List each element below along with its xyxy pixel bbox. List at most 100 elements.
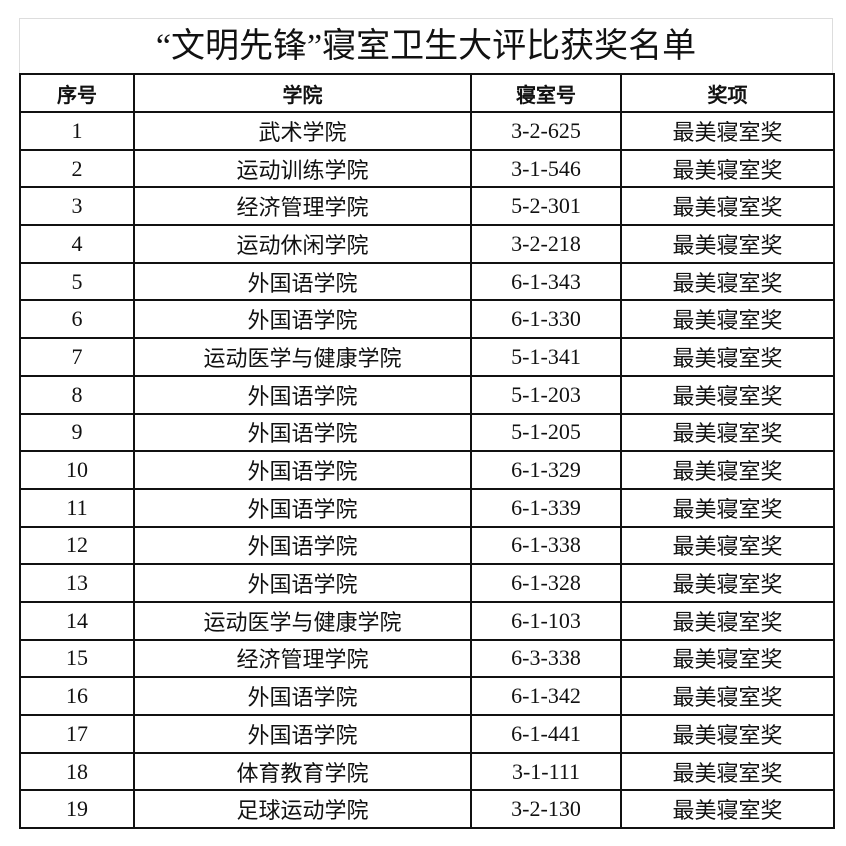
cell-index: 16: [19, 676, 135, 716]
cell-college: 外国语学院: [133, 261, 472, 302]
cell-index: 8: [19, 374, 135, 415]
cell-award: 最美寝室奖: [620, 261, 835, 302]
cell-index: 15: [19, 638, 135, 679]
header-index: 序号: [19, 73, 135, 113]
table-header-row: 序号 学院 寝室号 奖项: [19, 73, 835, 113]
header-college: 学院: [133, 73, 472, 113]
cell-index: 1: [19, 111, 135, 151]
cell-award: 最美寝室奖: [620, 374, 835, 415]
cell-index: 2: [19, 148, 135, 189]
table-row: 11 外国语学院 6-1-339 最美寝室奖: [19, 487, 835, 528]
table-row: 17 外国语学院 6-1-441 最美寝室奖: [19, 714, 835, 754]
cell-dorm: 6-1-339: [470, 487, 622, 528]
cell-index: 14: [19, 600, 135, 641]
cell-college: 外国语学院: [133, 487, 472, 528]
table-row: 16 外国语学院 6-1-342 最美寝室奖: [19, 676, 835, 716]
cell-index: 19: [19, 789, 135, 830]
cell-index: 10: [19, 450, 135, 490]
cell-dorm: 3-2-218: [470, 224, 622, 264]
cell-index: 17: [19, 714, 135, 754]
cell-college: 经济管理学院: [133, 186, 472, 227]
cell-dorm: 6-1-328: [470, 563, 622, 603]
cell-college: 武术学院: [133, 111, 472, 151]
cell-index: 3: [19, 186, 135, 227]
cell-dorm: 6-3-338: [470, 638, 622, 679]
cell-award: 最美寝室奖: [620, 676, 835, 716]
table-row: 2 运动训练学院 3-1-546 最美寝室奖: [19, 148, 835, 189]
cell-dorm: 6-1-338: [470, 525, 622, 566]
cell-index: 18: [19, 751, 135, 792]
table-row: 10 外国语学院 6-1-329 最美寝室奖: [19, 450, 835, 490]
table-row: 8 外国语学院 5-1-203 最美寝室奖: [19, 374, 835, 415]
cell-college: 外国语学院: [133, 525, 472, 566]
cell-dorm: 3-2-130: [470, 789, 622, 830]
cell-index: 11: [19, 487, 135, 528]
cell-index: 13: [19, 563, 135, 603]
table-row: 14 运动医学与健康学院 6-1-103 最美寝室奖: [19, 600, 835, 641]
cell-dorm: 6-1-342: [470, 676, 622, 716]
table-row: 19 足球运动学院 3-2-130 最美寝室奖: [19, 789, 835, 830]
cell-award: 最美寝室奖: [620, 751, 835, 792]
cell-college: 外国语学院: [133, 412, 472, 453]
cell-dorm: 6-1-343: [470, 261, 622, 302]
cell-college: 外国语学院: [133, 450, 472, 490]
cell-dorm: 5-1-203: [470, 374, 622, 415]
cell-college: 运动训练学院: [133, 148, 472, 189]
page-title: “文明先锋”寝室卫生大评比获奖名单: [19, 18, 833, 73]
cell-index: 7: [19, 337, 135, 377]
table-row: 5 外国语学院 6-1-343 最美寝室奖: [19, 261, 835, 302]
table-row: 3 经济管理学院 5-2-301 最美寝室奖: [19, 186, 835, 227]
cell-college: 运动休闲学院: [133, 224, 472, 264]
cell-college: 体育教育学院: [133, 751, 472, 792]
cell-award: 最美寝室奖: [620, 789, 835, 830]
cell-index: 4: [19, 224, 135, 264]
header-dorm: 寝室号: [470, 73, 622, 113]
cell-college: 外国语学院: [133, 676, 472, 716]
cell-index: 12: [19, 525, 135, 566]
cell-college: 外国语学院: [133, 563, 472, 603]
cell-dorm: 3-1-111: [470, 751, 622, 792]
cell-index: 6: [19, 299, 135, 340]
cell-dorm: 6-1-441: [470, 714, 622, 754]
cell-award: 最美寝室奖: [620, 337, 835, 377]
cell-award: 最美寝室奖: [620, 600, 835, 641]
table-row: 1 武术学院 3-2-625 最美寝室奖: [19, 111, 835, 151]
cell-college: 足球运动学院: [133, 789, 472, 830]
cell-dorm: 5-1-205: [470, 412, 622, 453]
cell-college: 经济管理学院: [133, 638, 472, 679]
cell-award: 最美寝室奖: [620, 563, 835, 603]
table-row: 4 运动休闲学院 3-2-218 最美寝室奖: [19, 224, 835, 264]
header-award: 奖项: [620, 73, 835, 113]
cell-award: 最美寝室奖: [620, 111, 835, 151]
cell-award: 最美寝室奖: [620, 487, 835, 528]
cell-award: 最美寝室奖: [620, 412, 835, 453]
table-row: 18 体育教育学院 3-1-111 最美寝室奖: [19, 751, 835, 792]
cell-college: 外国语学院: [133, 374, 472, 415]
table-row: 13 外国语学院 6-1-328 最美寝室奖: [19, 563, 835, 603]
award-table: 序号 学院 寝室号 奖项 1 武术学院 3-2-625 最美寝室奖 2 运动训练学院 3-1…: [19, 73, 835, 830]
cell-dorm: 6-1-103: [470, 600, 622, 641]
cell-award: 最美寝室奖: [620, 148, 835, 189]
cell-award: 最美寝室奖: [620, 224, 835, 264]
cell-award: 最美寝室奖: [620, 714, 835, 754]
cell-award: 最美寝室奖: [620, 186, 835, 227]
cell-college: 外国语学院: [133, 714, 472, 754]
table-row: 15 经济管理学院 6-3-338 最美寝室奖: [19, 638, 835, 679]
award-list-sheet: “文明先锋”寝室卫生大评比获奖名单 序号 学院 寝室号 奖项 1 武术学院 3-2-…: [19, 18, 835, 830]
cell-dorm: 5-2-301: [470, 186, 622, 227]
cell-award: 最美寝室奖: [620, 299, 835, 340]
cell-index: 5: [19, 261, 135, 302]
cell-college: 外国语学院: [133, 299, 472, 340]
cell-dorm: 3-2-625: [470, 111, 622, 151]
table-row: 6 外国语学院 6-1-330 最美寝室奖: [19, 299, 835, 340]
cell-index: 9: [19, 412, 135, 453]
table-row: 9 外国语学院 5-1-205 最美寝室奖: [19, 412, 835, 453]
table-row: 7 运动医学与健康学院 5-1-341 最美寝室奖: [19, 337, 835, 377]
cell-college: 运动医学与健康学院: [133, 337, 472, 377]
cell-dorm: 6-1-330: [470, 299, 622, 340]
cell-dorm: 6-1-329: [470, 450, 622, 490]
cell-award: 最美寝室奖: [620, 525, 835, 566]
cell-award: 最美寝室奖: [620, 450, 835, 490]
cell-dorm: 5-1-341: [470, 337, 622, 377]
cell-award: 最美寝室奖: [620, 638, 835, 679]
